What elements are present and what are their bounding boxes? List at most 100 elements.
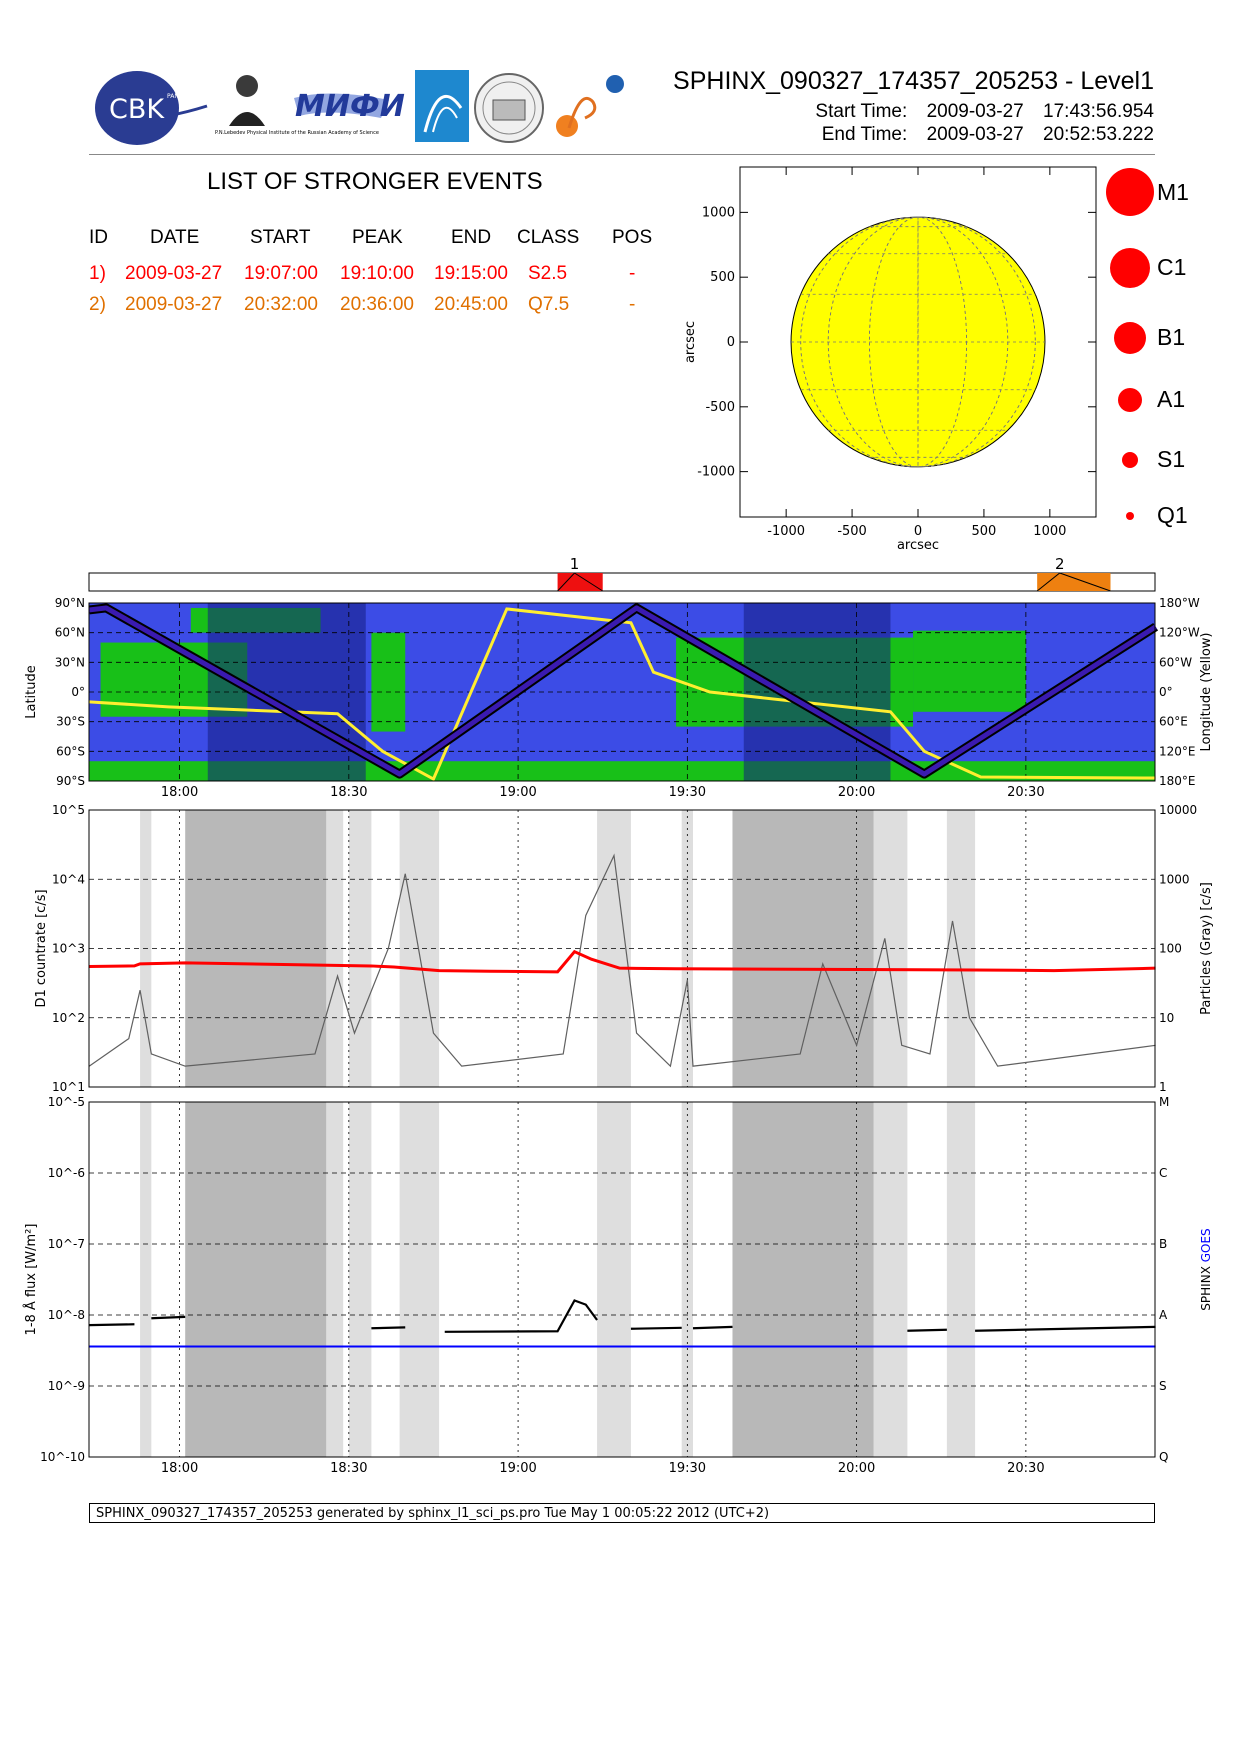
flux-shade-light	[140, 1102, 152, 1457]
countrate-y2-axis-label: Particles (Gray) [c/s]	[1199, 882, 1214, 1015]
sphinx-flux-segment	[444, 1299, 598, 1333]
mifi-logo: MИФИ	[294, 89, 405, 124]
event-id: 2)	[89, 294, 106, 315]
start-time: 17:43:56.954	[1043, 101, 1154, 122]
report-title: SPHINX_090327_174357_205253 - Level1	[673, 67, 1154, 95]
event-row: 2) 2009-03-27 20:32:00 20:36:00 20:45:00…	[0, 294, 700, 318]
orbit-y-axis-label: Latitude	[24, 665, 39, 719]
flux-plot-frame	[88, 1101, 1156, 1458]
sphinx-flux-segment	[975, 1325, 1156, 1332]
orbit-left-tick-label: 90°N	[55, 596, 85, 610]
orbit-x-tick-label: 20:30	[1007, 785, 1044, 800]
orbit-longitude-line	[89, 607, 1156, 782]
end-time: 20:52:53.222	[1043, 124, 1154, 145]
disk-x-tick-label: 0	[914, 524, 922, 539]
flux-shade-light	[348, 1102, 372, 1457]
legend-label-b1: B1	[1157, 324, 1186, 350]
event-timeline-id: 2	[1055, 555, 1065, 573]
event-timeline-bar	[1037, 573, 1111, 591]
orbit-y2-axis-label: Longitude (Yellow)	[1199, 633, 1214, 752]
lebedev-logo-text: P.N.Lebedev Physical Institute of the Ru…	[215, 130, 379, 136]
legend-label-m1: M1	[1157, 179, 1189, 205]
sphinx-flux-segment	[151, 1315, 186, 1320]
flux-right-tick-label: A	[1159, 1308, 1168, 1322]
event-peak: 19:10:00	[340, 263, 414, 284]
flux-right-tick-label: Q	[1159, 1450, 1168, 1464]
orbit-map-land	[371, 632, 406, 732]
col-pos: POS	[612, 227, 653, 248]
legend-dot-b1	[1114, 322, 1146, 354]
institute-logo	[415, 70, 469, 142]
flux-x-tick-label: 20:30	[1007, 1461, 1044, 1476]
flux-x-tick-label: 20:00	[838, 1461, 875, 1476]
col-peak: PEAK	[352, 227, 403, 248]
event-class: Q7.5	[528, 294, 570, 315]
flux-x-tick-label: 19:30	[669, 1461, 706, 1476]
disk-y-tick-label: -1000	[697, 465, 735, 480]
flux-right-tick-label: C	[1159, 1166, 1167, 1180]
events-header-row: ID DATE START PEAK END CLASS POS	[0, 227, 700, 251]
sun-meridian-line	[827, 216, 1009, 468]
countrate-right-tick-label: 10	[1159, 1011, 1174, 1025]
countrate-left-tick-label: 10^1	[52, 1080, 85, 1094]
orbit-right-tick-label: 60°E	[1159, 715, 1188, 729]
observatory-seal-logo	[474, 73, 544, 143]
event-timeline-peak-marker	[557, 572, 603, 592]
disk-x-tick-label: 1000	[1033, 524, 1066, 539]
flux-shade-dark	[732, 1102, 874, 1457]
flux-shade-light	[681, 1102, 693, 1457]
orbit-x-tick-label: 18:00	[161, 785, 198, 800]
legend-dot-s1	[1122, 452, 1138, 468]
sphinx-flux-segment	[630, 1326, 682, 1330]
disk-x-tick-label: 500	[972, 524, 997, 539]
start-date: 2009-03-27	[926, 101, 1024, 122]
col-id: ID	[89, 227, 108, 248]
footer-caption: SPHINX_090327_174357_205253 generated by…	[89, 1503, 1155, 1523]
solar-disk-chart: -1000 -500 0 500 1000 -1000 -500 0 500 1000 arcsec…	[683, 166, 1097, 553]
sphinx-flux-segment	[89, 1323, 135, 1327]
orbit-x-tick-label: 20:00	[838, 785, 875, 800]
flux-x-tick-label: 18:30	[330, 1461, 367, 1476]
legend-label-s1: S1	[1157, 446, 1186, 472]
start-time-row: Start Time: 2009-03-27 17:43:56.954	[815, 101, 1154, 123]
event-row: 1) 2009-03-27 19:07:00 19:10:00 19:15:00…	[0, 263, 700, 287]
flux-shade-light	[399, 1102, 440, 1457]
event-pos: -	[629, 263, 636, 284]
countrate-right-tick-label: 1	[1159, 1080, 1167, 1094]
orbit-left-tick-label: 30°N	[55, 655, 85, 669]
flux-shade-light	[873, 1102, 908, 1457]
flux-right-tick-label: S	[1159, 1379, 1167, 1393]
orbit-left-tick-label: 30°S	[56, 715, 85, 729]
mifi-logo-text: MИФИ	[295, 89, 405, 124]
disk-x-tick-label: -500	[837, 524, 867, 539]
event-peak: 20:36:00	[340, 294, 414, 315]
logos-svg: CBK PAN P.N.Lebedev Physical Institute o…	[95, 70, 624, 145]
countrate-right-tick-label: 1000	[1159, 872, 1190, 886]
legend-dot-c1	[1110, 248, 1150, 288]
countrate-shade-light	[946, 810, 976, 1087]
flux-left-tick-label: 10^-10	[40, 1450, 85, 1464]
disk-x-axis-label: arcsec	[897, 538, 939, 553]
countrate-right-tick-label: 10000	[1159, 803, 1197, 817]
cbk-logo-text: CBK	[109, 94, 165, 125]
countrate-plot-frame	[88, 809, 1156, 1088]
orbit-latitude-track	[88, 605, 1157, 777]
countrate-series-line	[89, 949, 1156, 974]
legend-dot-a1	[1118, 388, 1142, 412]
countrate-left-tick-label: 10^5	[52, 803, 85, 817]
legend-label-q1: Q1	[1157, 502, 1188, 528]
flux-shade-dark	[185, 1102, 327, 1457]
event-class: S2.5	[528, 263, 568, 284]
event-id: 1)	[89, 263, 106, 284]
col-start: START	[250, 227, 311, 248]
orbit-x-tick-label: 19:00	[499, 785, 536, 800]
orbit-right-tick-label: 180°E	[1159, 774, 1196, 788]
orbit-right-tick-label: 60°W	[1159, 655, 1192, 669]
legend-dot-m1	[1106, 168, 1154, 216]
event-start: 19:07:00	[244, 263, 318, 284]
disk-y-tick-label: 500	[710, 270, 735, 285]
sun-meridian-line	[800, 216, 1036, 468]
countrate-left-tick-label: 10^3	[52, 942, 85, 956]
end-time-row: End Time: 2009-03-27 20:52:53.222	[822, 124, 1154, 146]
sphinx-flux-segment	[692, 1325, 733, 1330]
